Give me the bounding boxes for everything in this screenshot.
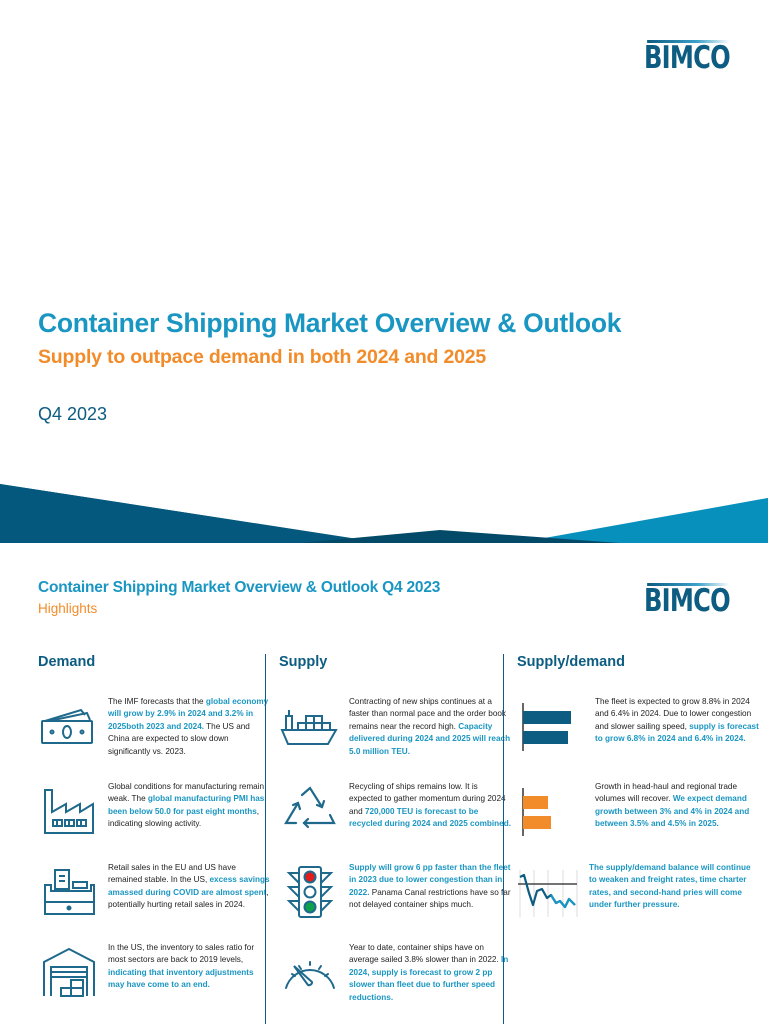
supply-demand-item: The fleet is expected to grow 8.8% in 20… (517, 696, 763, 756)
demand-text: Retail sales in the EU and US have remai… (108, 862, 270, 912)
demand-item: The IMF forecasts that the global econom… (38, 696, 270, 758)
highlighted-text: 720,000 TEU is forecast to be recycled d… (349, 806, 511, 829)
supply-demand-item: Growth in head-haul and regional trade v… (517, 781, 763, 841)
supply-demand-text: Growth in head-haul and regional trade v… (595, 781, 763, 831)
factory-icon (38, 781, 100, 841)
cover-title: Container Shipping Market Overview & Out… (38, 308, 622, 338)
supply-heading: Supply (279, 654, 328, 670)
demand-bars-icon (517, 781, 579, 841)
container-ship-icon (279, 696, 341, 756)
body-text: Year to date, container ships have on av… (349, 943, 502, 965)
body-text: In the US, the inventory to sales ratio … (108, 943, 255, 965)
body-text: Panama Canal restrictions have so far no… (349, 887, 511, 910)
supply-bars-icon (517, 696, 579, 756)
demand-item: In the US, the inventory to sales ratio … (38, 942, 270, 1002)
speedometer-icon (279, 942, 341, 1002)
highlighted-text: We expect demand growth between 3% and 4… (595, 794, 750, 829)
supply-text: Supply will grow 6 pp faster than the fl… (349, 862, 511, 912)
supply-demand-item: The supply/demand balance will continue … (517, 862, 751, 922)
highlights-page: Container Shipping Market Overview & Out… (0, 543, 768, 1024)
highlighted-text: The supply/demand balance will continue … (589, 863, 751, 910)
supply-item: Supply will grow 6 pp faster than the fl… (279, 862, 511, 922)
logo-accent-bar (647, 583, 730, 586)
body-text: Retail sales in the EU and US have remai… (108, 863, 236, 885)
demand-heading: Demand (38, 654, 96, 670)
body-text: Contracting of new ships continues at a … (349, 697, 507, 731)
cover-page: BIMCO Container Shipping Market Overview… (0, 40, 768, 543)
body-text: , indicating slowing activity. (108, 806, 260, 829)
logo-text: BIMCO (644, 40, 731, 76)
body-text: Growth in head-haul and regional trade v… (595, 782, 738, 804)
supply-demand-text: The supply/demand balance will continue … (589, 862, 751, 912)
supply-text: Recycling of ships remains low. It is ex… (349, 781, 511, 831)
supply-item: Year to date, container ships have on av… (279, 942, 511, 1004)
highlights-subtitle: Highlights (38, 601, 98, 616)
cash-register-icon (38, 862, 100, 922)
body-text: Global conditions for manufacturing rema… (108, 782, 265, 804)
traffic-light-icon (279, 862, 341, 922)
body-text: The IMF forecasts that the (108, 697, 206, 706)
demand-text: In the US, the inventory to sales ratio … (108, 942, 270, 992)
body-text: The US and China are expected to slow do… (108, 721, 250, 756)
cover-banner-graphic (0, 484, 768, 543)
demand-item: Global conditions for manufacturing rema… (38, 781, 270, 841)
highlights-title: Container Shipping Market Overview & Out… (38, 579, 441, 596)
highlighted-text: supply is forecast to grow 6.8% in 2024 … (595, 721, 759, 744)
highlighted-text: indicating that inventory adjustments ma… (108, 967, 254, 990)
bimco-logo: BIMCO (644, 40, 731, 76)
cover-subtitle: Supply to outpace demand in both 2024 an… (38, 346, 487, 368)
demand-item: Retail sales in the EU and US have remai… (38, 862, 270, 922)
supply-text: Contracting of new ships continues at a … (349, 696, 511, 758)
highlighted-text: global economy will grow by 2.9% in 2024… (108, 697, 269, 731)
highlighted-text: global manufacturing PMI has been below … (108, 794, 265, 816)
logo-text: BIMCO (644, 583, 731, 619)
cover-date: Q4 2023 (38, 404, 108, 424)
body-text: , potentially hurting retail sales in 20… (108, 887, 269, 910)
warehouse-icon (38, 942, 100, 1002)
logo-accent-bar (647, 40, 730, 43)
body-text: Recycling of ships remains low. It is ex… (349, 782, 506, 816)
supply-demand-heading: Supply/demand (517, 654, 625, 670)
supply-text: Year to date, container ships have on av… (349, 942, 511, 1004)
supply-item: Recycling of ships remains low. It is ex… (279, 781, 511, 841)
highlighted-text: Capacity delivered during 2024 and 2025 … (349, 721, 511, 756)
demand-text: The IMF forecasts that the global econom… (108, 696, 270, 758)
highlighted-text: In 2024, supply is forecast to grow 2 pp… (349, 955, 509, 1002)
supply-column: Supply Contracting of new ships continue… (265, 654, 511, 1024)
supply-item: Contracting of new ships continues at a … (279, 696, 511, 758)
money-bill-icon (38, 696, 100, 756)
supply-demand-text: The fleet is expected to grow 8.8% in 20… (595, 696, 763, 746)
supply-demand-column: Supply/demand The fleet is expected to g… (503, 654, 768, 1024)
demand-text: Global conditions for manufacturing rema… (108, 781, 270, 831)
demand-column: Demand The IMF forecasts that the global… (38, 654, 270, 1024)
highlighted-text: excess savings amassed during COVID are … (108, 875, 270, 897)
body-text: The fleet is expected to grow 8.8% in 20… (595, 697, 752, 731)
declining-line-chart-icon (517, 862, 579, 922)
recycle-icon (279, 781, 341, 841)
bimco-logo: BIMCO (644, 583, 731, 619)
highlighted-text: Supply will grow 6 pp faster than the fl… (349, 863, 511, 897)
